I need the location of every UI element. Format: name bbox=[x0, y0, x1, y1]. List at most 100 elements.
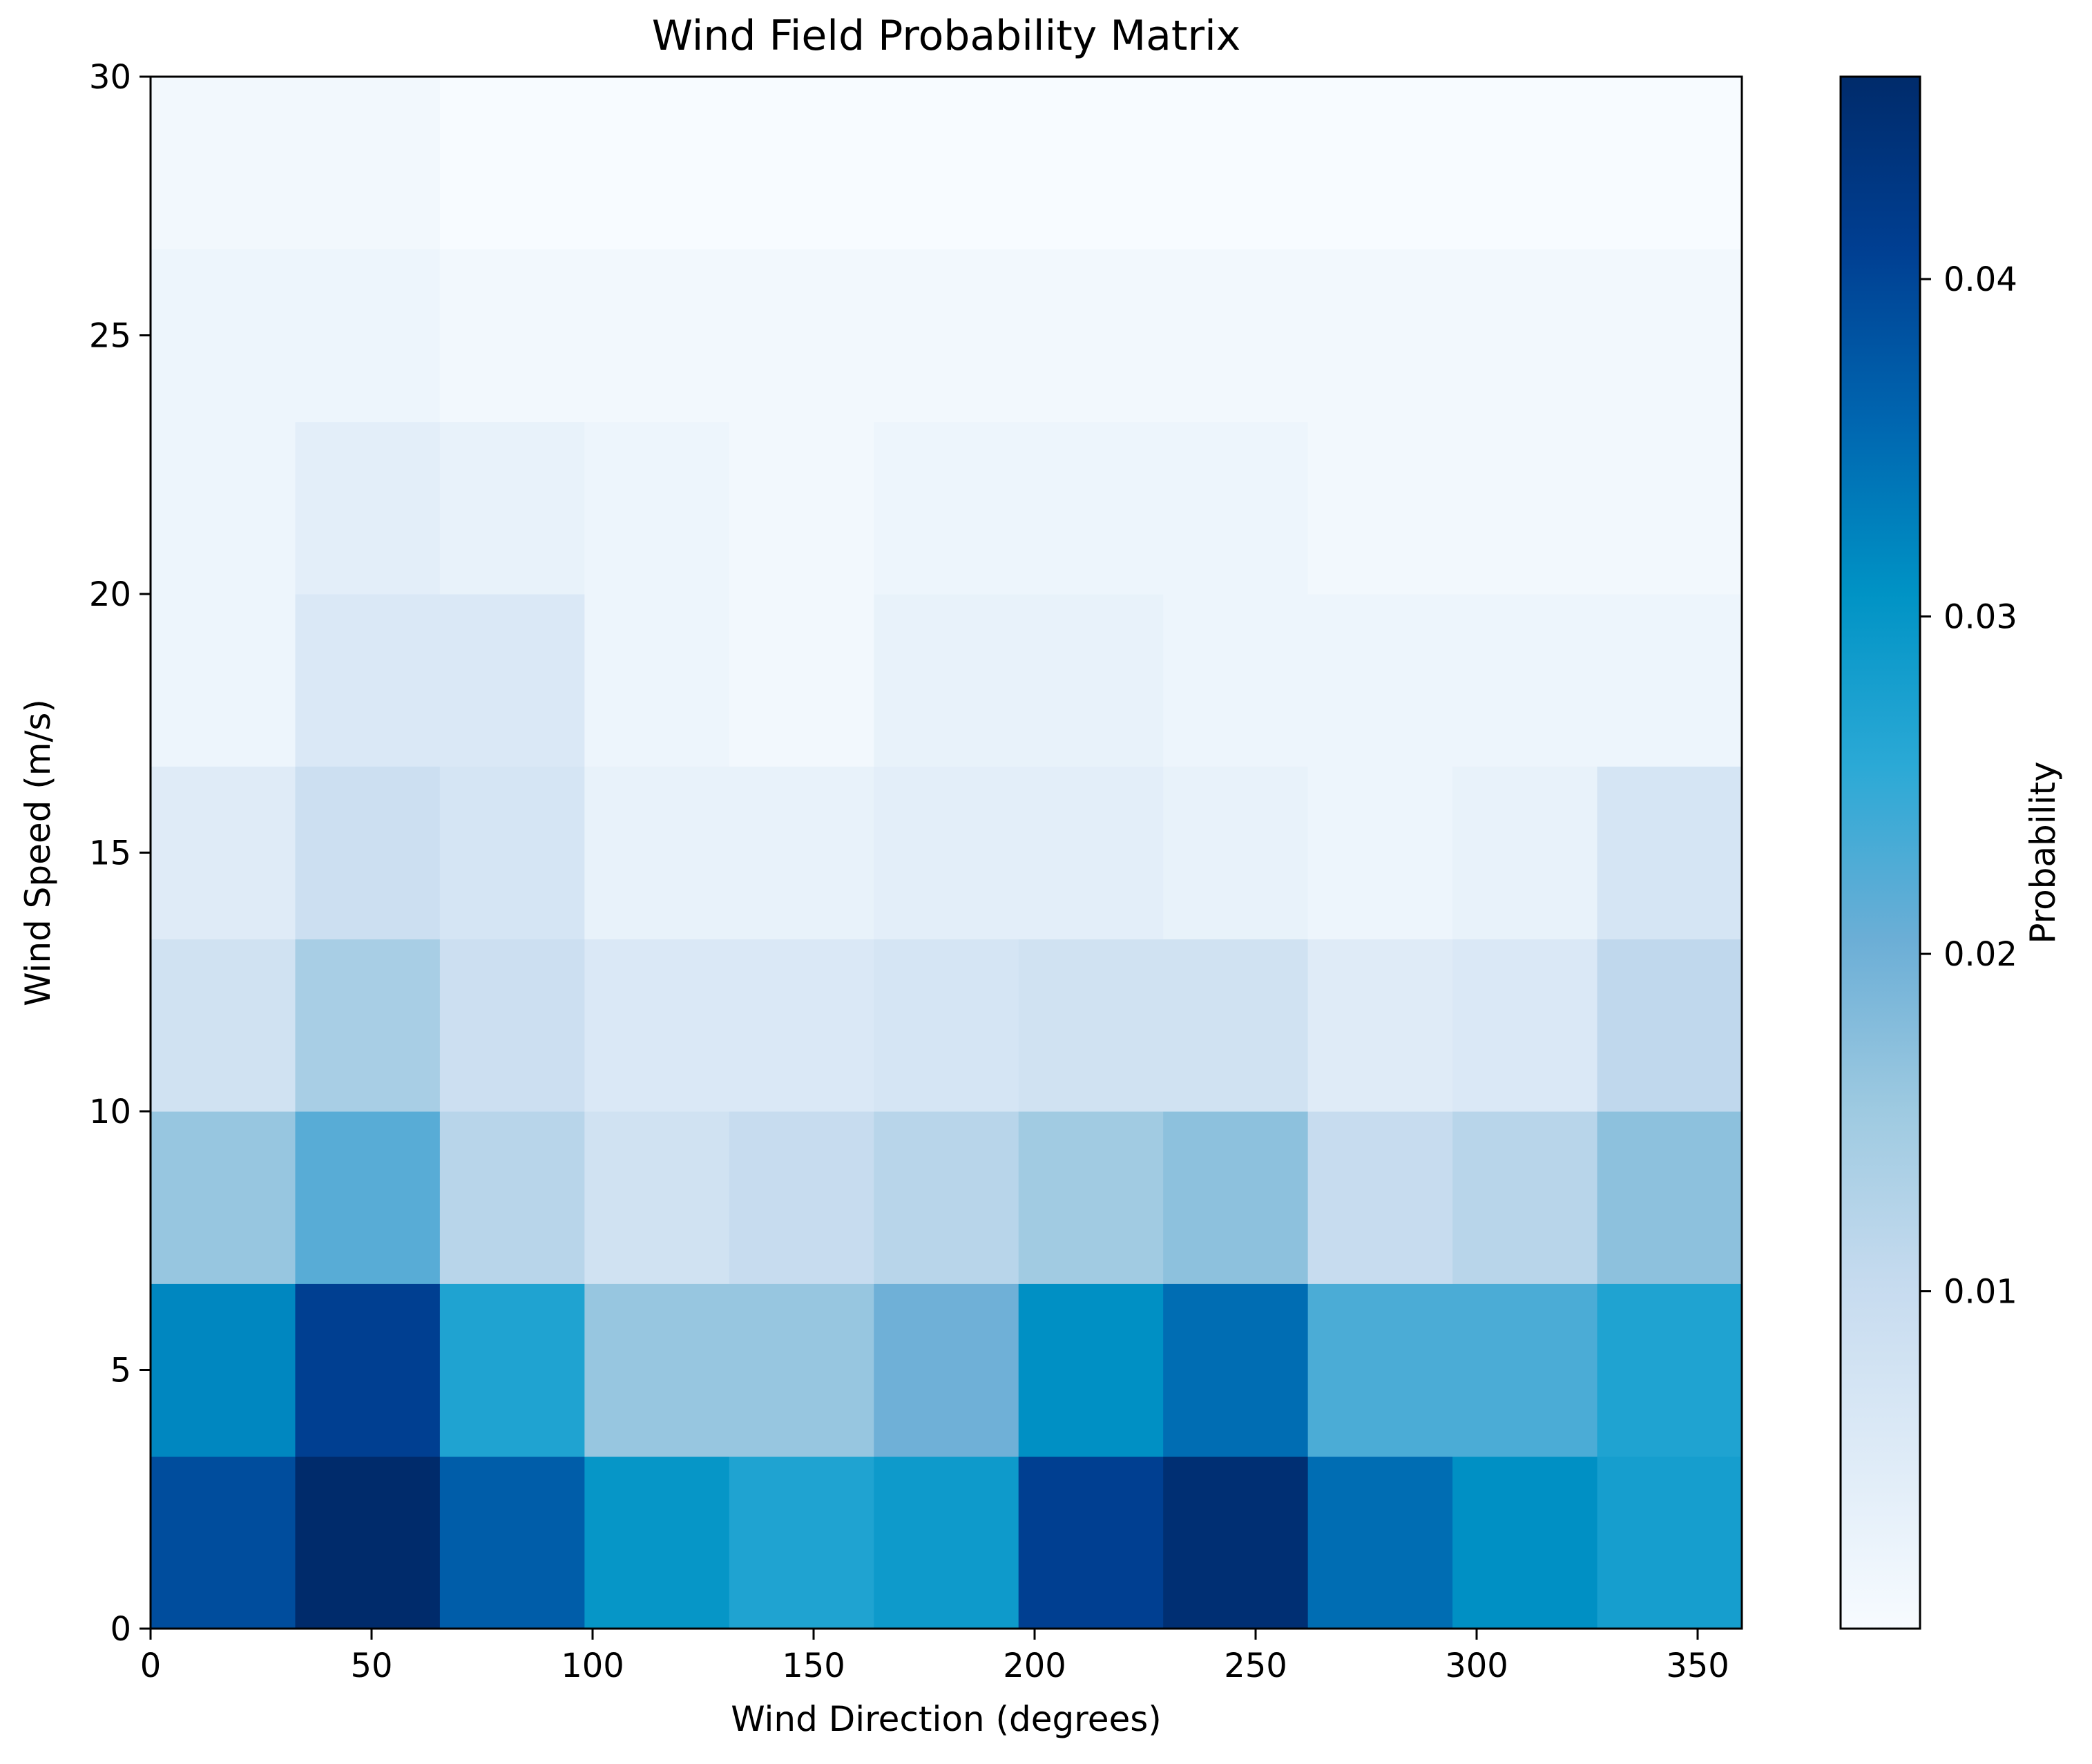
colorbar-tick-label: 0.03 bbox=[1944, 598, 2017, 637]
heatmap-cell bbox=[874, 1111, 1019, 1284]
heatmap-cell bbox=[1597, 1111, 1743, 1284]
heatmap-cell bbox=[1018, 421, 1164, 595]
colorbar-tick-label: 0.02 bbox=[1944, 935, 2017, 974]
x-tick-label: 350 bbox=[1666, 1647, 1729, 1685]
heatmap-cell bbox=[1163, 421, 1309, 595]
heatmap-cell bbox=[1597, 594, 1743, 767]
colorbar-tick-label: 0.01 bbox=[1944, 1273, 2017, 1312]
heatmap-cell bbox=[584, 421, 730, 595]
heatmap-cell bbox=[439, 249, 585, 423]
colorbar-label: Probability bbox=[2023, 761, 2063, 943]
heatmap-cell bbox=[1163, 766, 1309, 940]
heatmap-cell bbox=[1018, 766, 1164, 940]
heatmap-cell bbox=[151, 421, 296, 595]
heatmap-cell bbox=[584, 766, 730, 940]
heatmap-cell bbox=[1597, 77, 1743, 249]
heatmap-cell bbox=[729, 1283, 874, 1457]
heatmap-cell bbox=[1163, 1283, 1309, 1457]
heatmap-cell bbox=[1452, 939, 1598, 1112]
heatmap-cell bbox=[584, 594, 730, 767]
heatmap-cell bbox=[1452, 77, 1598, 249]
heatmap-cell bbox=[295, 1111, 441, 1284]
x-tick-label: 100 bbox=[561, 1647, 624, 1685]
heatmap-cell bbox=[584, 77, 730, 249]
heatmap-cell bbox=[1163, 1456, 1309, 1629]
heatmap-cell bbox=[874, 1283, 1019, 1457]
heatmap-cell bbox=[1597, 766, 1743, 940]
heatmap-cell bbox=[439, 1283, 585, 1457]
heatmap-cell bbox=[151, 1283, 296, 1457]
heatmap-cell bbox=[151, 77, 296, 249]
heatmap-cell bbox=[151, 1456, 296, 1629]
heatmap-cell bbox=[584, 1456, 730, 1629]
heatmap-cell bbox=[729, 939, 874, 1112]
heatmap-cell bbox=[1163, 939, 1309, 1112]
colorbar-ticks: 0.01 0.02 0.03 0.04 bbox=[1920, 260, 2017, 1312]
heatmap-cell bbox=[151, 1111, 296, 1284]
heatmap-cell bbox=[295, 766, 441, 940]
x-tick-label: 250 bbox=[1224, 1647, 1287, 1685]
heatmap-cell bbox=[1307, 77, 1453, 249]
heatmap-cell bbox=[1018, 1111, 1164, 1284]
y-tick-label: 25 bbox=[89, 317, 131, 356]
colorbar bbox=[1839, 75, 1921, 1630]
heatmap-cell bbox=[439, 421, 585, 595]
heatmap-cell bbox=[1018, 1456, 1164, 1629]
heatmap-cell bbox=[1163, 249, 1309, 423]
heatmap-cell bbox=[295, 77, 441, 249]
heatmap-cell bbox=[295, 1283, 441, 1457]
heatmap-cell bbox=[584, 1283, 730, 1457]
heatmap-cell bbox=[1597, 939, 1743, 1112]
heatmap-cell bbox=[729, 1111, 874, 1284]
heatmap-cell bbox=[729, 1456, 874, 1629]
x-tick-label: 0 bbox=[140, 1647, 162, 1685]
heatmap-cell bbox=[295, 594, 441, 767]
heatmap-cell bbox=[1018, 249, 1164, 423]
heatmap-cells bbox=[151, 77, 1743, 1629]
heatmap-cell bbox=[1163, 1111, 1309, 1284]
heatmap-cell bbox=[874, 594, 1019, 767]
heatmap-cell bbox=[874, 766, 1019, 940]
x-tick-label: 150 bbox=[782, 1647, 845, 1685]
y-axis-label: Wind Speed (m/s) bbox=[18, 699, 58, 1006]
x-axis-ticks: 0 50 100 150 200 250 300 350 bbox=[140, 1629, 1729, 1685]
heatmap-cell bbox=[439, 594, 585, 767]
heatmap-cell bbox=[584, 1111, 730, 1284]
heatmap-cell bbox=[1597, 1283, 1743, 1457]
heatmap-cell bbox=[874, 939, 1019, 1112]
heatmap-cell bbox=[1018, 939, 1164, 1112]
x-tick-label: 200 bbox=[1003, 1647, 1066, 1685]
heatmap-cell bbox=[1452, 249, 1598, 423]
heatmap-cell bbox=[1452, 1283, 1598, 1457]
heatmap-cell bbox=[439, 1111, 585, 1284]
heatmap-cell bbox=[1163, 77, 1309, 249]
heatmap-cell bbox=[584, 249, 730, 423]
heatmap-cell bbox=[1018, 594, 1164, 767]
heatmap-cell bbox=[1307, 594, 1453, 767]
y-axis-ticks: 0 5 10 15 20 25 30 bbox=[89, 58, 151, 1649]
y-tick-label: 5 bbox=[110, 1352, 131, 1390]
heatmap-cell bbox=[439, 766, 585, 940]
heatmap-cell bbox=[1597, 249, 1743, 423]
heatmap-cell bbox=[295, 939, 441, 1112]
chart-title: Wind Field Probability Matrix bbox=[652, 12, 1241, 60]
heatmap-cell bbox=[439, 77, 585, 249]
heatmap-cell bbox=[295, 249, 441, 423]
heatmap-cell bbox=[1018, 77, 1164, 249]
heatmap-cell bbox=[1018, 1283, 1164, 1457]
heatmap-cell bbox=[729, 594, 874, 767]
heatmap-cell bbox=[874, 249, 1019, 423]
heatmap-cell bbox=[1307, 249, 1453, 423]
heatmap-cell bbox=[1163, 594, 1309, 767]
heatmap-cell bbox=[1597, 1456, 1743, 1629]
heatmap-cell bbox=[1307, 939, 1453, 1112]
heatmap-cell bbox=[151, 939, 296, 1112]
heatmap-cell bbox=[439, 1456, 585, 1629]
heatmap-cell bbox=[1452, 766, 1598, 940]
heatmap-cell bbox=[1307, 766, 1453, 940]
heatmap-cell bbox=[874, 77, 1019, 249]
colorbar-tick-label: 0.04 bbox=[1944, 260, 2017, 299]
y-tick-label: 10 bbox=[89, 1093, 131, 1131]
heatmap-cell bbox=[1307, 1456, 1453, 1629]
